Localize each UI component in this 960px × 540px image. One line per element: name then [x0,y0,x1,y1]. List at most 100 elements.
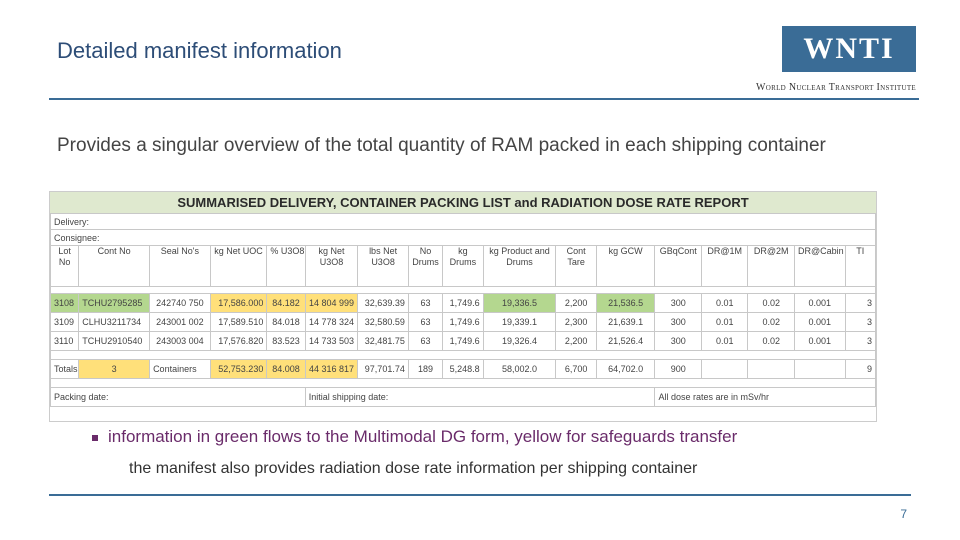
cont-no-cell: TCHU2795285 [78,293,151,313]
kg-product-drums-cell: 19,339.1 [482,312,557,332]
header-cell: No Drums [407,245,444,287]
totals-containers-label: Containers [149,359,211,379]
empty-cell [747,359,795,379]
lot-no-cell: 3108 [49,293,80,313]
pct-u3o8-cell: 84.182 [266,293,306,313]
totals-lbs-net-u3o8: 97,701.74 [357,359,409,379]
lbs-net-u3o8-cell: 32,580.59 [357,312,409,332]
kg-product-drums-cell: 19,326.4 [482,331,557,351]
dr-2m-cell: 0.02 [747,293,795,313]
header-cell: DR@Cabin [793,245,846,287]
empty-cell [793,359,846,379]
header-cell: kg Net U3O8 [304,245,359,287]
cont-no-cell: TCHU2910540 [78,331,151,351]
header-cell: Lot No [49,245,80,287]
header-cell: GBqCont [654,245,702,287]
cont-no-cell: CLHU3211734 [78,312,151,332]
header-cell: kg Product and Drums [482,245,557,287]
totals-cont-tare: 6,700 [555,359,597,379]
kg-drums-cell: 1,749.6 [442,331,484,351]
header-cell: Cont Tare [555,245,597,287]
initial-shipping-date-label: Initial shipping date: [304,387,656,407]
spacer-row [50,350,876,360]
no-drums-cell: 63 [407,312,444,332]
dr-cabin-cell: 0.001 [793,293,846,313]
header-cell: kg Drums [442,245,484,287]
kg-gcw-cell: 21,526.4 [595,331,656,351]
totals-kg-net-uoc: 52,753.230 [209,359,268,379]
lbs-net-u3o8-cell: 32,481.75 [357,331,409,351]
totals-pct-u3o8: 84.008 [266,359,306,379]
kg-product-drums-cell: 19,336.5 [482,293,557,313]
dr-cabin-cell: 0.001 [793,312,846,332]
dr-1m-cell: 0.01 [700,293,749,313]
bullet-text: information in green flows to the Multim… [108,427,738,446]
header-cell: kg Net UOC [209,245,268,287]
pct-u3o8-cell: 83.523 [266,331,306,351]
dr-2m-cell: 0.02 [747,331,795,351]
delivery-label: Delivery: [50,213,876,230]
consignee-row: Consignee: [50,229,876,246]
cont-tare-cell: 2,300 [555,312,597,332]
kg-drums-cell: 1,749.6 [442,312,484,332]
kg-net-uoc-cell: 17,589.510 [209,312,268,332]
kg-net-u3o8-cell: 14 804 999 [304,293,359,313]
totals-label: Totals [49,359,80,379]
no-drums-cell: 63 [407,293,444,313]
totals-kg-product-drums: 58,002.0 [482,359,557,379]
kg-net-u3o8-cell: 14 733 503 [304,331,359,351]
table-row: 3109 CLHU3211734 243001 002 17,589.510 8… [49,312,877,332]
ti-cell: 3 [844,293,877,313]
lbs-net-u3o8-cell: 32,639.39 [357,293,409,313]
dr-1m-cell: 0.01 [700,312,749,332]
lot-no-cell: 3109 [49,312,80,332]
spacer-row [50,286,876,294]
totals-ti: 9 [844,359,877,379]
logo-text: WNTI [803,32,895,65]
cont-tare-cell: 2,200 [555,293,597,313]
totals-kg-gcw: 64,702.0 [595,359,656,379]
header-cell: lbs Net U3O8 [357,245,409,287]
header-row: Lot No Cont No Seal No's kg Net UOC % U3… [49,245,877,287]
page-number: 7 [900,507,907,521]
lot-no-cell: 3110 [49,331,80,351]
empty-cell [700,359,749,379]
gbq-cont-cell: 300 [654,293,702,313]
header-cell: DR@2M [747,245,795,287]
dr-2m-cell: 0.02 [747,312,795,332]
pct-u3o8-cell: 84.018 [266,312,306,332]
seal-cell: 243001 002 [149,312,211,332]
header-cell: kg GCW [595,245,656,287]
totals-count: 3 [78,359,151,379]
dose-note: All dose rates are in mSv/hr [654,387,876,407]
dr-cabin-cell: 0.001 [793,331,846,351]
sheet-footer-row: Packing date: Initial shipping date: All… [50,387,876,407]
header-cell: DR@1M [700,245,749,287]
header-cell: Seal No's [149,245,211,287]
footer-divider [49,494,911,496]
intro-text: Provides a singular overview of the tota… [57,135,826,156]
org-name: World Nuclear Transport Institute [756,82,916,93]
green-yellow-note: information in green flows to the Multim… [92,427,737,447]
ti-cell: 3 [844,331,877,351]
packing-date-label: Packing date: [50,387,306,407]
totals-no-drums: 189 [407,359,444,379]
slide-title: Detailed manifest information [57,38,342,63]
no-drums-cell: 63 [407,331,444,351]
header-cell: TI [844,245,877,287]
manifest-table: Delivery: Consignee: Lot No Cont No Seal… [49,213,877,407]
totals-kg-drums: 5,248.8 [442,359,484,379]
kg-net-uoc-cell: 17,576.820 [209,331,268,351]
seal-cell: 243003 004 [149,331,211,351]
totals-row: Totals 3 Containers 52,753.230 84.008 44… [49,359,877,379]
seal-cell: 242740 750 [149,293,211,313]
delivery-row: Delivery: [50,213,876,230]
kg-gcw-cell: 21,536.5 [595,293,656,313]
kg-gcw-cell: 21,639.1 [595,312,656,332]
manifest-spreadsheet: SUMMARISED DELIVERY, CONTAINER PACKING L… [49,191,877,422]
kg-net-u3o8-cell: 14 778 324 [304,312,359,332]
gbq-cont-cell: 300 [654,331,702,351]
kg-net-uoc-cell: 17,586.000 [209,293,268,313]
header-cell: % U3O8 [266,245,306,287]
table-row: 3110 TCHU2910540 243003 004 17,576.820 8… [49,331,877,351]
